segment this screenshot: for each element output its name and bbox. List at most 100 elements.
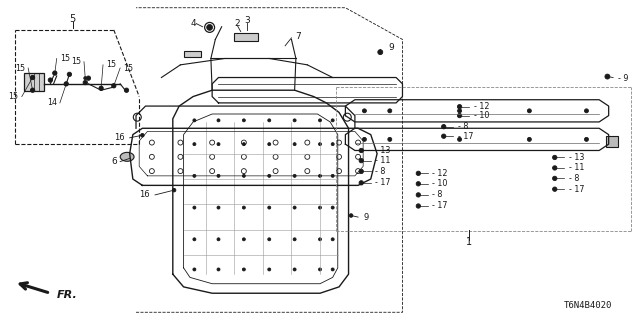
Circle shape	[31, 76, 34, 79]
Circle shape	[193, 268, 196, 271]
Circle shape	[332, 206, 334, 209]
Circle shape	[359, 169, 364, 174]
Circle shape	[217, 119, 220, 122]
Text: 1: 1	[466, 237, 472, 247]
Text: - 10: - 10	[474, 111, 489, 120]
Circle shape	[193, 119, 196, 122]
Circle shape	[243, 143, 245, 146]
Text: 4: 4	[190, 19, 196, 28]
Circle shape	[527, 137, 531, 141]
Circle shape	[359, 148, 364, 153]
Circle shape	[83, 80, 88, 85]
Text: 15: 15	[8, 92, 19, 101]
Circle shape	[243, 238, 245, 241]
Bar	[24, 73, 44, 91]
Circle shape	[293, 268, 296, 271]
Text: 5: 5	[70, 14, 76, 24]
Circle shape	[193, 174, 196, 177]
Circle shape	[319, 143, 321, 146]
Text: 15: 15	[15, 63, 25, 73]
Text: - 9: - 9	[618, 74, 628, 83]
Circle shape	[64, 82, 68, 86]
Circle shape	[458, 105, 461, 109]
Circle shape	[552, 176, 557, 180]
Circle shape	[141, 133, 144, 137]
Circle shape	[319, 238, 321, 241]
Text: - 17: - 17	[569, 185, 584, 194]
Circle shape	[349, 214, 353, 217]
Circle shape	[293, 238, 296, 241]
Circle shape	[332, 238, 334, 241]
Circle shape	[416, 204, 420, 208]
Circle shape	[31, 75, 35, 80]
Text: - 11: - 11	[375, 156, 390, 165]
Circle shape	[332, 268, 334, 271]
Circle shape	[332, 119, 334, 122]
Circle shape	[359, 158, 364, 163]
Circle shape	[416, 193, 420, 197]
Circle shape	[268, 174, 271, 177]
Circle shape	[416, 171, 420, 175]
Circle shape	[48, 78, 52, 82]
Text: - 8: - 8	[375, 167, 385, 176]
Circle shape	[442, 124, 446, 129]
Circle shape	[416, 182, 420, 186]
Circle shape	[172, 188, 176, 192]
Circle shape	[332, 143, 334, 146]
Circle shape	[362, 137, 366, 141]
Text: - 17: - 17	[375, 178, 390, 187]
Bar	[234, 33, 259, 41]
Circle shape	[243, 119, 245, 122]
Text: FR.: FR.	[57, 290, 77, 300]
Circle shape	[527, 109, 531, 113]
Circle shape	[293, 206, 296, 209]
Bar	[184, 51, 202, 57]
Text: - 8: - 8	[569, 174, 579, 183]
Circle shape	[362, 109, 366, 113]
Circle shape	[388, 109, 392, 113]
Circle shape	[100, 87, 102, 90]
Circle shape	[65, 82, 68, 85]
Circle shape	[319, 206, 321, 209]
Circle shape	[319, 268, 321, 271]
Circle shape	[293, 119, 296, 122]
Text: 16: 16	[140, 190, 150, 199]
Circle shape	[605, 74, 610, 79]
Circle shape	[584, 137, 588, 141]
Circle shape	[388, 137, 392, 141]
Text: - 17: - 17	[458, 132, 473, 141]
Circle shape	[359, 181, 364, 185]
Text: T6N4B4020: T6N4B4020	[563, 301, 612, 310]
Text: 15: 15	[124, 63, 134, 73]
Circle shape	[193, 206, 196, 209]
Text: 15: 15	[70, 57, 81, 66]
Circle shape	[293, 174, 296, 177]
Circle shape	[207, 24, 212, 30]
Circle shape	[67, 72, 72, 76]
Circle shape	[86, 76, 91, 80]
Circle shape	[112, 84, 115, 87]
Circle shape	[552, 187, 557, 191]
Ellipse shape	[120, 152, 134, 161]
Text: 15: 15	[106, 60, 116, 69]
Circle shape	[442, 134, 446, 138]
Text: 14: 14	[47, 99, 57, 108]
Circle shape	[99, 86, 103, 91]
Circle shape	[217, 174, 220, 177]
Circle shape	[268, 206, 271, 209]
Circle shape	[584, 109, 588, 113]
Text: - 8: - 8	[458, 122, 468, 131]
Circle shape	[193, 238, 196, 241]
Circle shape	[217, 268, 220, 271]
Circle shape	[268, 143, 271, 146]
Circle shape	[458, 137, 461, 141]
Text: 15: 15	[60, 54, 70, 63]
Circle shape	[217, 143, 220, 146]
Text: - 12: - 12	[432, 169, 448, 178]
Text: 9: 9	[363, 212, 369, 221]
Text: 16: 16	[114, 133, 125, 142]
Circle shape	[217, 206, 220, 209]
Text: - 12: - 12	[474, 102, 489, 111]
Circle shape	[53, 72, 56, 75]
Circle shape	[111, 84, 116, 88]
